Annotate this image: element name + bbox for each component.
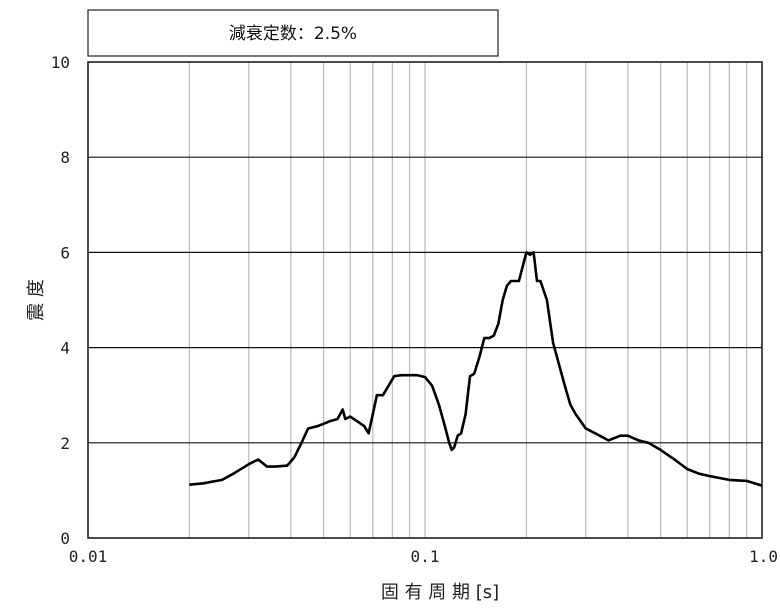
y-axis-label: 震 度: [26, 279, 47, 321]
y-tick-label: 4: [60, 339, 70, 358]
x-tick-label: 0.1: [411, 547, 440, 566]
y-tick-label: 6: [60, 243, 70, 262]
y-tick-label: 2: [60, 434, 70, 453]
plot-area: [189, 251, 763, 487]
title-box: [87, 9, 499, 57]
tick-labels: 0 2 4 6 8 10 0.01 0.1 1.0: [51, 53, 778, 566]
plot-frame: [87, 61, 763, 539]
y-tick-label: 10: [51, 53, 70, 72]
x-tick-label: 0.01: [69, 547, 108, 566]
x-axis-label: 固 有 周 期 [s]: [381, 582, 499, 603]
y-tick-label: 8: [60, 148, 70, 167]
chart-title: 減衰定数：2.5%: [229, 24, 357, 44]
series-line: [189, 251, 763, 487]
grid-lines: [87, 61, 763, 539]
y-tick-label: 0: [60, 529, 70, 548]
x-tick-label: 1.0: [749, 547, 778, 566]
